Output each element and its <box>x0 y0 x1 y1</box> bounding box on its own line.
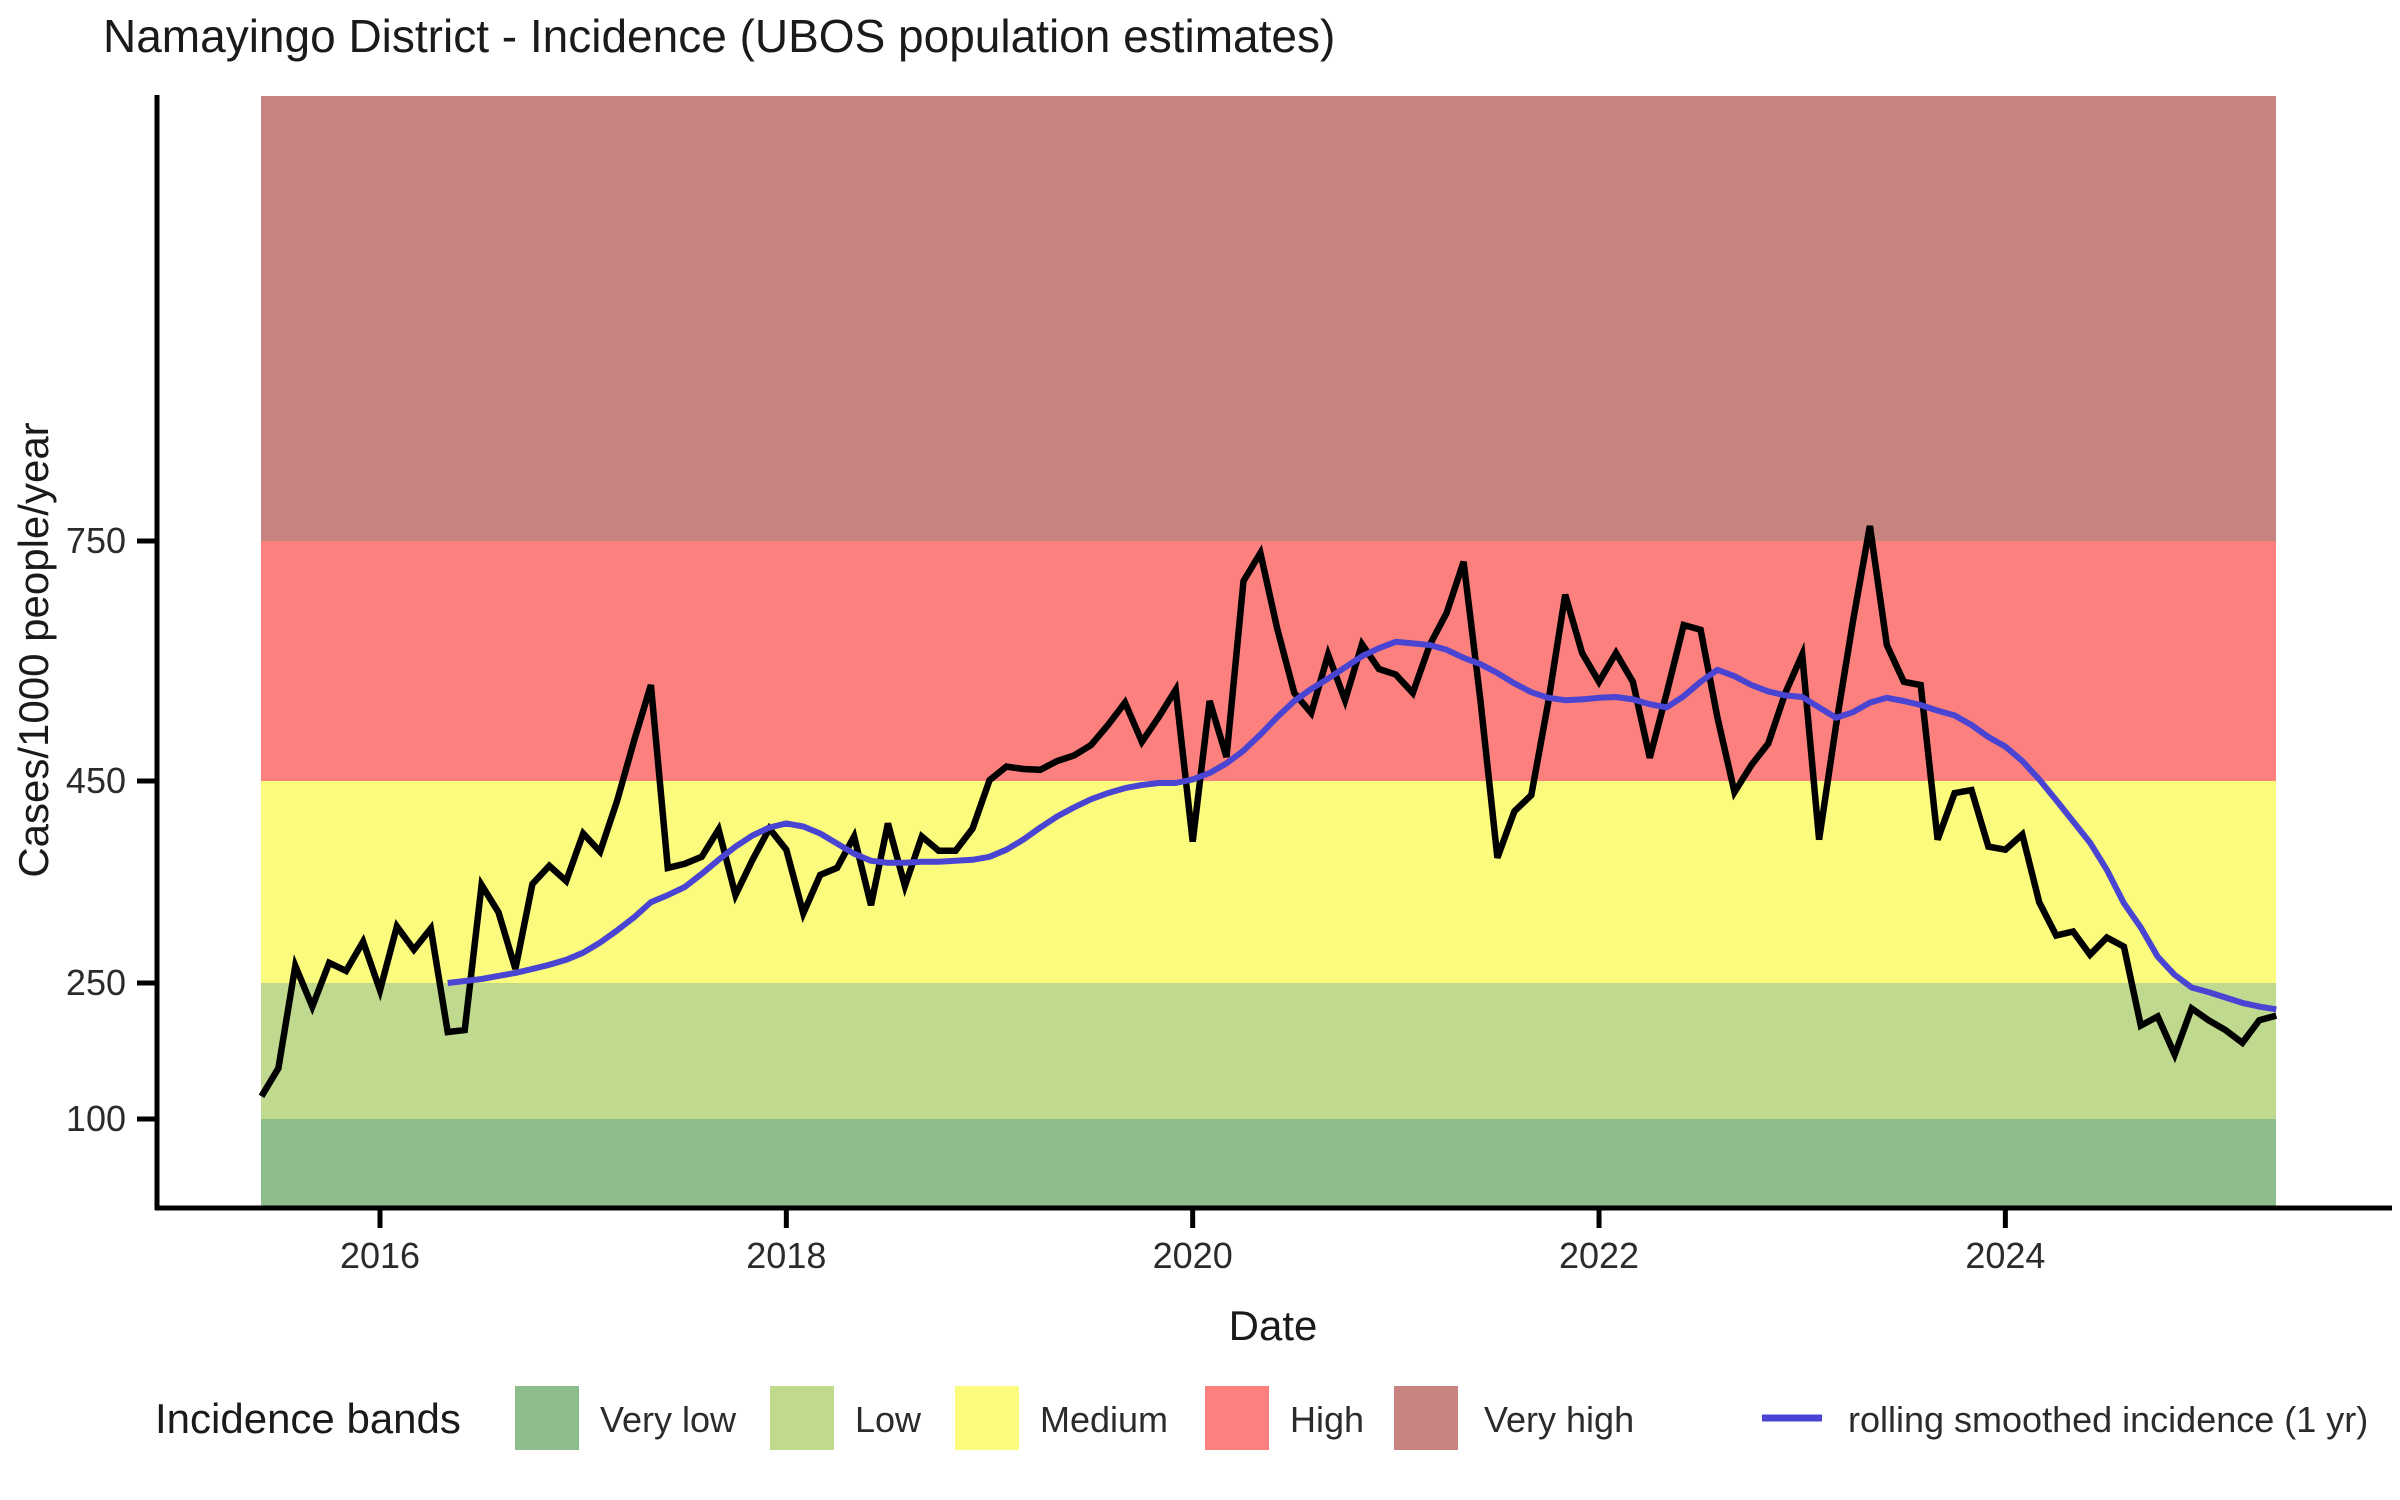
legend-band-items: Very low Low Medium High Very high <box>515 1386 1634 1450</box>
legend-title: Incidence bands <box>155 1395 461 1442</box>
legend-smoothed-label: rolling smoothed incidence (1 yr) <box>1848 1399 2368 1440</box>
legend-item-very-low: Very low <box>515 1386 737 1450</box>
x-axis-label: Date <box>1229 1302 1318 1349</box>
raw-incidence-line <box>258 525 2278 1098</box>
band-low <box>261 983 2276 1119</box>
band-very-high <box>261 96 2276 541</box>
legend-item-low: Low <box>770 1386 922 1450</box>
legend-swatch-icon <box>1394 1386 1458 1450</box>
band-medium <box>261 781 2276 983</box>
legend-item-high: High <box>1205 1386 1364 1450</box>
legend-item-label: Very high <box>1484 1399 1634 1440</box>
smoothed-incidence-line <box>447 638 2277 1013</box>
incidence-bands <box>261 96 2276 1207</box>
y-tick-label: 450 <box>66 760 126 801</box>
legend-item-label: Medium <box>1040 1399 1168 1440</box>
legend-item-label: High <box>1290 1399 1364 1440</box>
x-tick-label: 2016 <box>340 1235 420 1276</box>
y-tick-label: 100 <box>66 1098 126 1139</box>
legend-swatch-icon <box>515 1386 579 1450</box>
x-axis-ticks: 2016 2018 2020 2022 2024 <box>340 1208 2045 1276</box>
y-tick-label: 750 <box>66 520 126 561</box>
page-title: Namayingo District - Incidence (UBOS pop… <box>103 10 1335 62</box>
x-tick-label: 2022 <box>1559 1235 1639 1276</box>
legend-item-very-high: Very high <box>1394 1386 1634 1450</box>
band-very-low <box>261 1119 2276 1207</box>
x-tick-label: 2018 <box>746 1235 826 1276</box>
x-tick-label: 2020 <box>1153 1235 1233 1276</box>
legend-item-label: Very low <box>600 1399 737 1440</box>
y-axis-label: Cases/1000 people/year <box>10 422 57 877</box>
legend-swatch-icon <box>770 1386 834 1450</box>
x-tick-label: 2024 <box>1965 1235 2045 1276</box>
legend-item-medium: Medium <box>955 1386 1168 1450</box>
legend: Incidence bands Very low Low Medium High Ver… <box>155 1386 2368 1450</box>
legend-item-label: Low <box>855 1399 922 1440</box>
y-tick-label: 250 <box>66 962 126 1003</box>
legend-swatch-icon <box>1205 1386 1269 1450</box>
legend-swatch-icon <box>955 1386 1019 1450</box>
y-axis-ticks: 100 250 450 750 <box>66 520 157 1139</box>
